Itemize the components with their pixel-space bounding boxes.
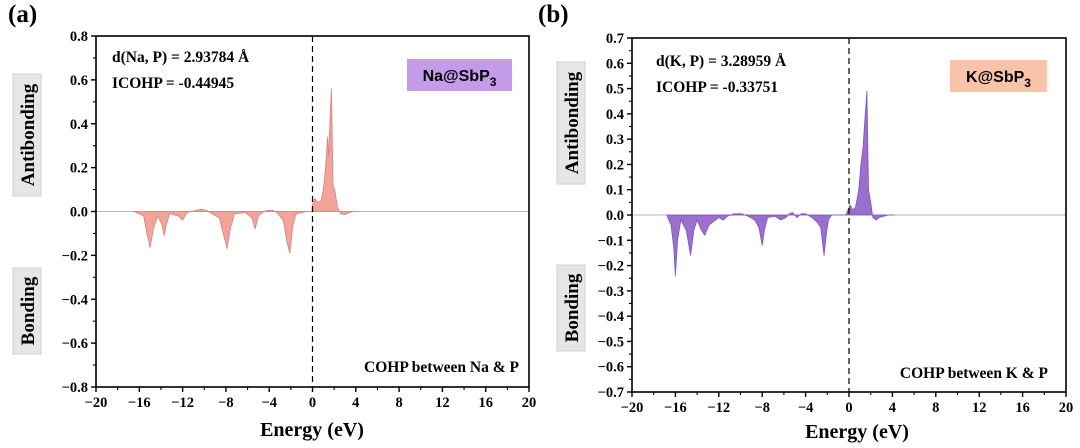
- y-tick-label: 0.6: [606, 56, 624, 72]
- badge-subscript: 3: [490, 75, 497, 89]
- y-tick-label: −0.2: [62, 248, 88, 264]
- y-tick-label: −0.2: [598, 259, 624, 275]
- badge-main-text: K@SbP: [966, 69, 1025, 86]
- bond-length-annotation: d(K, P) = 3.28959 Å: [656, 53, 787, 70]
- y-tick-label: −0.3: [598, 284, 624, 300]
- icohp-annotation: ICOHP = -0.44945: [112, 75, 234, 92]
- y-tick-label: −0.1: [598, 233, 624, 249]
- y-tick-label: 0.5: [606, 82, 624, 98]
- y-tick-label: 0.8: [70, 29, 88, 45]
- x-axis-title: Energy (eV): [805, 421, 909, 443]
- y-tick-label: 0.2: [606, 157, 624, 173]
- bonding-label-group: Bonding: [12, 267, 42, 355]
- badge-main-text: Na@SbP: [423, 68, 491, 85]
- y-tick-label: 0.7: [606, 31, 624, 47]
- y-tick-label: −0.4: [62, 292, 88, 308]
- badge-subscript: 3: [1024, 76, 1031, 90]
- y-tick-label: 0.0: [70, 205, 88, 221]
- y-tick-label: 0.6: [70, 73, 88, 89]
- bonding-label-box: [12, 267, 42, 355]
- panel-label: (a): [8, 1, 37, 28]
- x-tick-label: 0: [309, 395, 316, 411]
- x-tick-label: −16: [664, 400, 687, 416]
- y-tick-label: −0.8: [62, 380, 88, 396]
- y-tick-label: −0.4: [598, 309, 624, 325]
- y-tick-label: 0.1: [606, 183, 624, 199]
- x-tick-label: 4: [889, 400, 896, 416]
- cohp-caption: COHP between Na & P: [364, 359, 520, 376]
- cohp-caption: COHP between K & P: [900, 365, 1049, 382]
- bonding-label-box: [556, 264, 586, 352]
- y-tick-label: 0.0: [606, 208, 624, 224]
- x-tick-label: −20: [85, 395, 108, 411]
- x-tick-label: −8: [218, 395, 234, 411]
- x-tick-label: 0: [845, 400, 852, 416]
- bonding-label-group: Bonding: [556, 264, 586, 352]
- cohp-area: [133, 88, 360, 254]
- chart-panel-b: (b) −0.7 −0.6 −0.5 −0.4 −0.3 −0.2 −0.1 0.0 0.1 0.2…: [538, 1, 1073, 443]
- bonding-label: Bonding: [562, 273, 583, 342]
- x-tick-label: 8: [932, 400, 939, 416]
- panel-label: (b): [538, 1, 569, 28]
- x-tick-label: 12: [972, 400, 987, 416]
- x-tick-label: −12: [171, 395, 194, 411]
- icohp-annotation: ICOHP = -0.33751: [656, 79, 778, 96]
- x-tick-label: 12: [435, 395, 450, 411]
- antibonding-label-group: Antibonding: [12, 73, 42, 197]
- cohp-area: [666, 90, 895, 277]
- antibonding-label-group: Antibonding: [556, 61, 586, 185]
- y-tick-label: −0.7: [598, 385, 624, 401]
- x-tick-label: −20: [621, 400, 644, 416]
- system-badge-label: Na@SbP3: [423, 68, 497, 89]
- antibonding-label: Antibonding: [562, 71, 583, 174]
- chart-panel-a: (a) −0.8 −0.6 −0.4 −0.2 0.0 0.2 0.4 0.6 0.8 −20 −16…: [8, 1, 536, 441]
- antibonding-label: Antibonding: [18, 83, 39, 186]
- y-tick-label: −0.6: [62, 336, 88, 352]
- x-tick-label: −4: [798, 400, 814, 416]
- x-tick-label: 8: [395, 395, 402, 411]
- x-tick-label: −16: [128, 395, 151, 411]
- x-tick-label: −8: [754, 400, 770, 416]
- x-tick-label: 20: [1059, 400, 1074, 416]
- bonding-label: Bonding: [18, 276, 39, 345]
- y-tick-label: −0.5: [598, 334, 624, 350]
- y-tick-label: 0.4: [70, 117, 88, 133]
- bond-length-annotation: d(Na, P) = 2.93784 Å: [112, 49, 250, 66]
- x-tick-label: −12: [707, 400, 730, 416]
- x-tick-label: 16: [1015, 400, 1030, 416]
- x-tick-label: −4: [261, 395, 277, 411]
- system-badge: [407, 59, 512, 91]
- y-tick-label: 0.3: [606, 132, 624, 148]
- x-tick-label: 16: [478, 395, 493, 411]
- system-badge: [950, 60, 1047, 92]
- x-tick-label: 4: [352, 395, 359, 411]
- x-tick-label: 20: [522, 395, 537, 411]
- y-tick-label: 0.2: [70, 161, 88, 177]
- antibonding-label-box: [556, 61, 586, 185]
- y-tick-label: 0.4: [606, 107, 624, 123]
- x-axis-title: Energy (eV): [260, 419, 364, 441]
- antibonding-label-box: [12, 73, 42, 197]
- y-tick-label: −0.6: [598, 360, 624, 376]
- system-badge-label: K@SbP3: [966, 69, 1031, 90]
